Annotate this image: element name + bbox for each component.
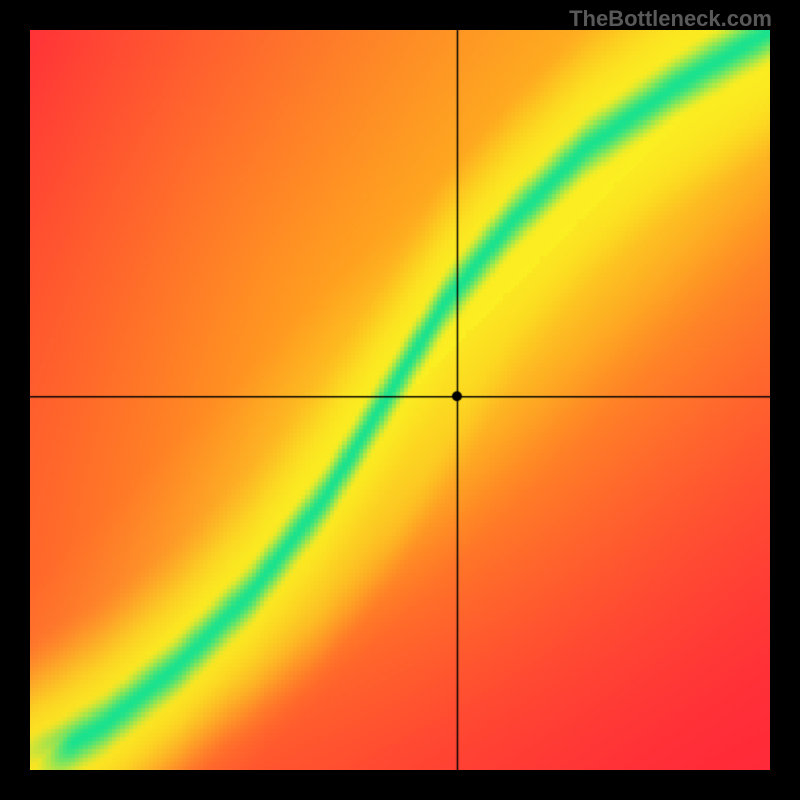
chart-container: { "watermark": "TheBottleneck.com", "wat… [0, 0, 800, 800]
crosshair-overlay [30, 30, 770, 770]
watermark-text: TheBottleneck.com [569, 6, 772, 32]
